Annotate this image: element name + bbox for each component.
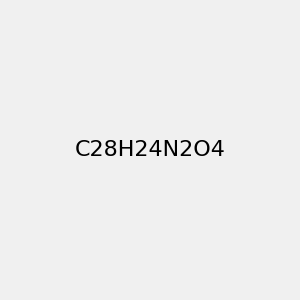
Text: C28H24N2O4: C28H24N2O4 <box>75 140 225 160</box>
